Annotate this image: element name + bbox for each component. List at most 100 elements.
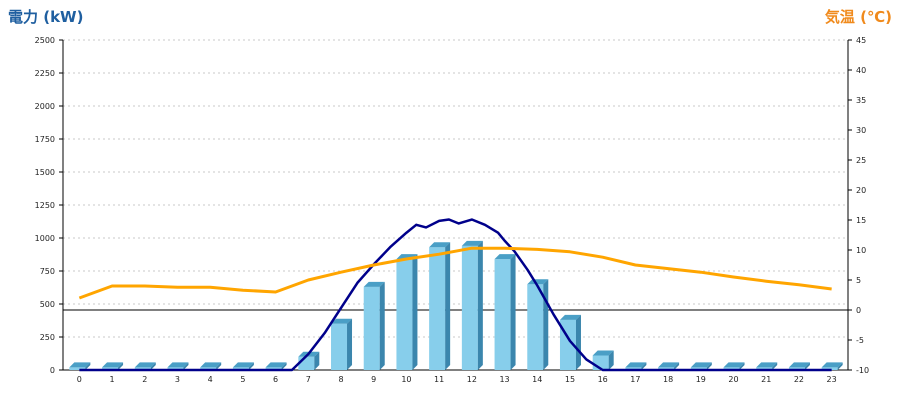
- power-bar-side: [150, 362, 156, 370]
- y-right-tick-label: 35: [856, 96, 866, 105]
- power-bar-top: [527, 279, 549, 285]
- power-bar: [265, 367, 282, 370]
- x-tick-label: 22: [794, 375, 804, 384]
- x-tick-label: 13: [499, 375, 509, 384]
- y-right-tick-label: -10: [856, 366, 869, 375]
- x-tick-label: 12: [467, 375, 477, 384]
- y-left-tick-label: 500: [40, 300, 55, 309]
- x-tick-label: 10: [401, 375, 411, 384]
- power-bar-top: [592, 350, 614, 356]
- power-bar-top: [690, 362, 712, 368]
- power-bar: [331, 323, 348, 370]
- power-bar-side: [118, 362, 124, 370]
- x-tick-label: 20: [728, 375, 738, 384]
- y-left-tick-label: 2000: [35, 102, 55, 111]
- y-right-axis-title: 気温 (℃): [824, 8, 892, 26]
- generation-line: [79, 218, 832, 372]
- power-bar: [690, 367, 707, 370]
- power-bar: [232, 367, 249, 370]
- y-left-axis-title: 電力 (kW): [8, 8, 84, 26]
- power-bar-side: [772, 362, 778, 370]
- x-tick-label: 11: [434, 375, 444, 384]
- power-bar: [788, 367, 805, 370]
- power-bar: [298, 356, 315, 370]
- power-bar-top: [559, 314, 581, 320]
- power-bar-top: [102, 362, 124, 368]
- power-bar: [134, 367, 151, 370]
- power-bar-side: [739, 362, 745, 370]
- power-bar: [527, 284, 544, 370]
- power-bar-side: [608, 350, 614, 370]
- y-right-tick-label: 0: [856, 306, 861, 315]
- power-bar-top: [723, 362, 745, 368]
- y-left-tick-label: 2250: [35, 69, 55, 78]
- power-bar-side: [575, 314, 581, 370]
- power-bar: [102, 367, 119, 370]
- power-bar: [69, 367, 86, 370]
- power-bar-top: [756, 362, 778, 368]
- y-right-tick-label: 20: [856, 186, 866, 195]
- power-bar-side: [314, 351, 320, 370]
- power-bar-side: [216, 362, 222, 370]
- y-right-tick-label: 45: [856, 36, 866, 45]
- y-left-tick-label: 1000: [35, 234, 55, 243]
- power-bar-top: [788, 362, 810, 368]
- power-bar-top: [625, 362, 647, 368]
- power-bar-side: [445, 242, 451, 370]
- y-right-tick-label: 15: [856, 216, 866, 225]
- power-bar: [429, 247, 446, 370]
- power-bar: [658, 367, 675, 370]
- power-bar-side: [674, 362, 680, 370]
- power-bar-side: [477, 240, 483, 370]
- power-bar: [625, 367, 642, 370]
- power-bar-top: [331, 318, 353, 324]
- power-bar-top: [69, 362, 91, 368]
- power-bar-side: [510, 254, 516, 370]
- power-bar: [821, 367, 838, 370]
- power-bar-top: [821, 362, 843, 368]
- x-tick-label: 21: [761, 375, 771, 384]
- power-bar-side: [804, 362, 810, 370]
- y-right-tick-label: 25: [856, 156, 866, 165]
- y-left-tick-label: 0: [50, 366, 55, 375]
- y-right-tick-label: 5: [856, 276, 861, 285]
- x-tick-label: 3: [175, 375, 180, 384]
- power-bar-side: [412, 254, 418, 370]
- temperature-line: [78, 246, 832, 300]
- x-tick-label: 8: [338, 375, 343, 384]
- power-bar: [396, 259, 413, 370]
- power-bar-side: [837, 362, 843, 370]
- x-tick-label: 14: [532, 375, 542, 384]
- power-bar-top: [363, 281, 385, 287]
- x-tick-label: 0: [77, 375, 82, 384]
- power-bar: [363, 286, 380, 370]
- power-bar-top: [494, 254, 516, 260]
- power-bar-top: [200, 362, 222, 368]
- power-bar: [494, 259, 511, 370]
- y-left-tick-label: 1750: [35, 135, 55, 144]
- power-bar-top: [232, 362, 254, 368]
- power-bar: [723, 367, 740, 370]
- power-bar: [756, 367, 773, 370]
- x-tick-label: 5: [240, 375, 245, 384]
- power-bar-top: [461, 240, 483, 246]
- y-left-tick-label: 1250: [35, 201, 55, 210]
- x-tick-label: 7: [306, 375, 311, 384]
- power-bar-top: [658, 362, 680, 368]
- power-bar-top: [167, 362, 189, 368]
- x-tick-label: 4: [208, 375, 213, 384]
- power-bar-side: [85, 362, 91, 370]
- power-bar-side: [379, 281, 385, 370]
- power-bar: [167, 367, 184, 370]
- x-tick-label: 9: [371, 375, 376, 384]
- x-tick-label: 15: [565, 375, 575, 384]
- power-bar-side: [347, 318, 353, 370]
- x-tick-label: 19: [696, 375, 706, 384]
- power-bar-top: [265, 362, 287, 368]
- power-bar-side: [281, 362, 287, 370]
- y-left-tick-label: 250: [40, 333, 55, 342]
- power-bar: [461, 245, 478, 370]
- power-bar: [200, 367, 217, 370]
